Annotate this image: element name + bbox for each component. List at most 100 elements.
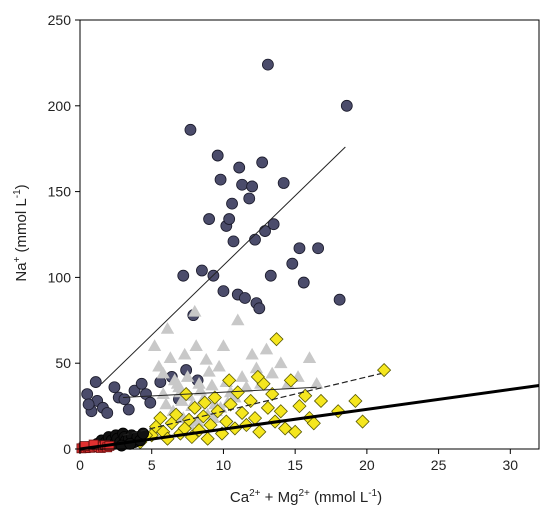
data-point [226, 197, 238, 210]
data-point [333, 293, 346, 306]
data-point [163, 351, 178, 363]
data-point [230, 385, 245, 400]
data-point [267, 218, 280, 231]
data-point [200, 431, 215, 446]
data-point [256, 156, 269, 169]
data-point [214, 173, 227, 186]
data-point [340, 99, 353, 112]
data-point [128, 384, 141, 397]
data-point [355, 414, 370, 429]
data-point [210, 404, 225, 419]
y-tick-label: 250 [48, 12, 72, 28]
data-point [144, 396, 157, 409]
data-point [216, 339, 231, 351]
data-point [108, 381, 121, 394]
data-point [159, 397, 173, 410]
y-tick-label: 200 [48, 98, 72, 114]
x-tick-label: 15 [287, 457, 303, 473]
data-point [223, 213, 236, 225]
data-point [89, 376, 102, 388]
data-point [205, 378, 219, 391]
data-point [152, 359, 166, 372]
data-point [101, 407, 114, 419]
x-tick-label: 0 [76, 457, 84, 473]
y-tick-label: 50 [55, 355, 71, 371]
data-point [274, 356, 288, 369]
data-point [122, 403, 135, 416]
data-point [233, 161, 246, 174]
data-point [265, 366, 279, 379]
data-point [262, 58, 274, 71]
x-tick-label: 5 [148, 457, 156, 473]
data-point [188, 304, 202, 317]
data-point [243, 393, 258, 409]
x-axis-title: Ca2+ + Mg2+ (mmol L-1) [230, 488, 382, 506]
data-point [156, 387, 170, 399]
data-point [283, 373, 298, 388]
data-point [236, 178, 248, 191]
regression-line [123, 386, 317, 399]
data-point [170, 376, 185, 389]
data-point [199, 352, 213, 365]
data-point [197, 395, 212, 410]
data-point [235, 370, 249, 382]
data-point [273, 404, 288, 419]
data-point [202, 364, 216, 377]
data-point [223, 397, 238, 412]
data-point [207, 390, 222, 405]
data-point [153, 411, 168, 426]
data-point [180, 370, 195, 382]
y-tick-label: 100 [48, 269, 72, 285]
data-point [81, 388, 94, 400]
data-point [239, 292, 251, 304]
y-axis-title: Na+ (mmol L-1) [12, 184, 30, 281]
data-point [196, 264, 208, 277]
x-axis: 0 5 10 15 20 25 30 [76, 449, 518, 473]
data-point [193, 383, 208, 396]
data-point [222, 373, 237, 388]
data-point [245, 347, 259, 360]
regression-line [101, 146, 346, 385]
data-point [265, 387, 280, 402]
data-point [243, 192, 256, 205]
data-point [231, 313, 245, 326]
data-point [82, 398, 95, 411]
data-point [297, 276, 310, 289]
data-point [286, 257, 299, 270]
data-point [212, 359, 226, 372]
data-point [239, 380, 254, 393]
data-point [377, 362, 392, 378]
data-point [135, 377, 148, 390]
data-point [137, 427, 150, 440]
data-point [187, 400, 202, 415]
data-point [348, 393, 363, 409]
data-point [252, 424, 267, 439]
data-point [309, 376, 324, 389]
data-point [264, 269, 277, 282]
data-point [250, 369, 265, 384]
data-point [235, 405, 250, 421]
plot-data [76, 58, 540, 454]
x-tick-label: 30 [503, 457, 519, 473]
data-point [269, 332, 284, 347]
series-0 [81, 58, 353, 419]
data-point [313, 393, 329, 409]
data-point [217, 285, 230, 298]
data-point [177, 269, 190, 282]
data-point [178, 347, 192, 360]
data-point [253, 302, 266, 315]
series-2 [133, 332, 392, 450]
y-tick-label: 150 [48, 184, 72, 200]
data-point [118, 393, 131, 406]
data-point [156, 366, 170, 379]
x-tick-label: 20 [359, 457, 375, 473]
data-point [189, 339, 203, 351]
data-point [184, 123, 197, 136]
data-point [203, 213, 215, 225]
data-point [211, 149, 224, 162]
data-point [292, 399, 307, 414]
regression-line [79, 384, 540, 451]
y-axis: 0 50 100 150 200 250 [48, 12, 80, 457]
data-point [147, 339, 162, 351]
